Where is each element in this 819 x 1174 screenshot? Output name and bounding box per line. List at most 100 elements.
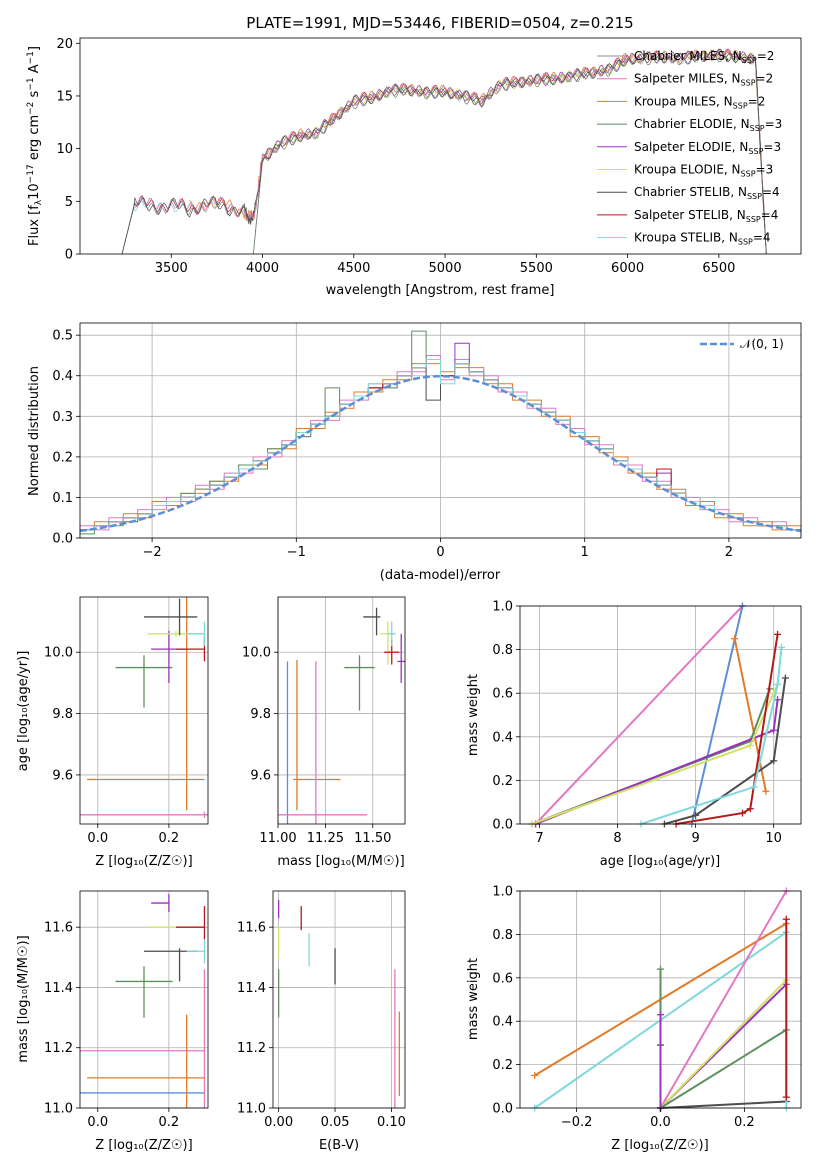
x-tick-label: 5500: [520, 261, 553, 276]
errorbar-point: [115, 966, 173, 1018]
y-tick-label: 0.4: [492, 1015, 513, 1030]
age-vs-z-xlabel: Z [log₁₀(Z/Z☉)]: [95, 854, 192, 869]
residuals-ylabel: Normed distribution: [27, 366, 42, 496]
y-tick-label: 9.6: [250, 768, 271, 783]
age-vs-z-ylabel: age [log₁₀(age/yr)]: [16, 651, 31, 772]
x-tick-label: 8: [613, 831, 621, 846]
errorbar-point: [387, 621, 396, 647]
x-tick-label: 0.0: [87, 1115, 108, 1130]
x-tick-label: 4000: [246, 261, 279, 276]
y-tick-label: 11.6: [237, 921, 266, 936]
errorbar-point: [87, 597, 205, 811]
x-tick-label: 4500: [337, 261, 370, 276]
y-tick-label: 0: [65, 248, 73, 263]
y-tick-label: 11.0: [237, 1102, 266, 1117]
x-tick-label: 5000: [429, 261, 462, 276]
mass-weight-series: [672, 630, 782, 828]
mass-vs-z-xlabel: Z [log₁₀(Z/Z☉)]: [95, 1138, 192, 1153]
mass-vs-metallicity-panel: 0.0 0.2 11.0 11.2 11.4 11.6 Z [log₁₀(Z/Z☉)] m…: [16, 890, 209, 1153]
x-tick-label: 0.10: [377, 1115, 406, 1130]
x-tick-label: 9: [691, 831, 699, 846]
y-tick-label: 0.8: [492, 928, 513, 943]
y-tick-label: 0.5: [52, 329, 73, 344]
x-tick-label: 3500: [155, 261, 188, 276]
x-tick-label: 6000: [611, 261, 644, 276]
mass-weight-vs-metallicity-panel: −0.2 0.0 0.2 0.0 0.2 0.4 0.6 0.8 1.0 Z [log₁₀(Z/…: [466, 885, 802, 1153]
legend-entry: Kroupa STELIB, NSSP=4: [634, 231, 771, 247]
mass-weight-series: [532, 696, 782, 828]
y-tick-label: 20: [56, 37, 73, 52]
legend-entry: Chabrier ELODIE, NSSP=3: [634, 117, 782, 133]
mass-vs-ebv-panel: 0.00 0.05 0.10 11.0 11.2 11.4 11.6 E(B-V): [237, 890, 406, 1153]
y-tick-label: 0.2: [492, 774, 513, 789]
y-tick-label: 0.4: [52, 369, 73, 384]
normal-legend-label: 𝒩(0, 1): [740, 337, 784, 351]
mw-vs-age-ylabel: mass weight: [466, 674, 481, 756]
x-tick-label: 2: [725, 545, 733, 560]
age-vs-mass-panel: 11.00 11.25 11.50 9.6 9.8 10.0 mass [log₁₀(M/…: [242, 596, 406, 869]
x-tick-label: −1: [287, 545, 306, 560]
y-tick-label: 11.6: [44, 921, 73, 936]
legend-entry: Salpeter STELIB, NSSP=4: [634, 208, 778, 224]
mass-weight-series: [731, 635, 770, 795]
spectrum-series-line: [121, 48, 767, 255]
x-tick-label: 0: [436, 545, 444, 560]
y-tick-label: 10.0: [242, 646, 271, 661]
residuals-legend: 𝒩(0, 1): [700, 337, 784, 351]
x-tick-label: 11.00: [259, 831, 296, 846]
legend-entry: Chabrier STELIB, NSSP=4: [634, 185, 780, 201]
residual-histogram: [79, 359, 802, 538]
errorbar-point: [176, 906, 206, 940]
residuals-panel: −2 −1 0 1 2 0.0 0.1 0.2 0.3 0.4 0.5 (data-model)/e…: [27, 322, 802, 583]
y-tick-label: 0.1: [52, 491, 73, 506]
age-vs-mass-xlabel: mass [log₁₀(M/M☉)]: [277, 854, 404, 869]
y-tick-label: 0.0: [492, 818, 513, 833]
y-tick-label: 0.3: [52, 410, 73, 425]
mass-vs-ebv-xlabel: E(B-V): [319, 1138, 359, 1153]
errorbar-point: [186, 939, 206, 964]
errorbar-point: [80, 969, 206, 1108]
y-tick-label: 0.8: [492, 643, 513, 658]
x-tick-label: 10: [765, 831, 782, 846]
x-tick-label: 11.25: [307, 831, 344, 846]
x-tick-label: 0.2: [159, 831, 180, 846]
mw-vs-age-xlabel: age [log₁₀(age/yr)]: [600, 854, 721, 869]
spectrum-legend: Chabrier MILES, NSSP=2 Salpeter MILES, NS…: [597, 49, 782, 247]
age-vs-metallicity-panel: 0.0 0.2 9.6 9.8 10.0 Z [log₁₀(Z/Z☉)] age [lo…: [16, 596, 209, 869]
y-tick-label: 9.6: [52, 768, 73, 783]
y-tick-label: 0.2: [52, 450, 73, 465]
y-tick-label: 1.0: [492, 600, 513, 615]
errorbar-point: [144, 598, 198, 636]
y-tick-label: 0.0: [492, 1102, 513, 1117]
errorbar-point: [293, 659, 341, 811]
y-tick-label: 1.0: [492, 885, 513, 900]
legend-entry: Salpeter ELODIE, NSSP=3: [634, 140, 781, 156]
mw-vs-z-ylabel: mass weight: [466, 958, 481, 1040]
normal-curve: [79, 374, 802, 533]
errorbar-point: [151, 894, 170, 913]
y-tick-label: 5: [65, 195, 73, 210]
y-tick-label: 11.4: [44, 981, 73, 996]
errorbar-point: [186, 621, 206, 647]
y-tick-label: 0.6: [492, 687, 513, 702]
mass-weight-series: [782, 915, 790, 1101]
y-tick-label: 0.0: [52, 532, 73, 547]
errorbar-point: [80, 811, 208, 818]
legend-entry: Chabrier MILES, NSSP=2: [634, 49, 774, 65]
errorbar-point: [87, 1014, 205, 1108]
errorbar-point: [278, 661, 368, 824]
residual-histogram: [79, 355, 802, 538]
legend-entry: Salpeter MILES, NSSP=2: [634, 72, 773, 88]
spectrum-series-line: [121, 48, 767, 255]
y-tick-label: 10.0: [44, 646, 73, 661]
y-tick-label: 11.2: [237, 1041, 266, 1056]
x-tick-label: −0.2: [561, 1115, 593, 1130]
x-tick-label: 1: [581, 545, 589, 560]
mass-vs-z-ylabel: mass [log₁₀(M/M☉)]: [16, 935, 31, 1062]
x-tick-label: −2: [143, 545, 162, 560]
y-tick-label: 11.4: [237, 981, 266, 996]
mass-weight-series: [637, 643, 785, 828]
legend-entry: Kroupa ELODIE, NSSP=3: [634, 163, 773, 179]
y-tick-label: 9.8: [52, 707, 73, 722]
